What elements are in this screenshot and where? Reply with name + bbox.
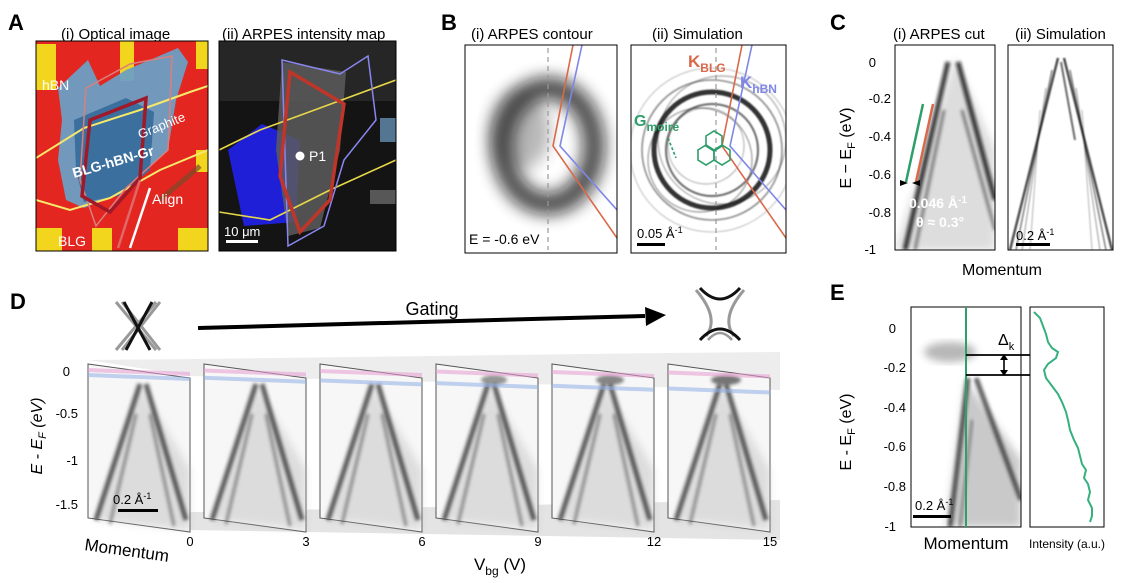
angle-annotation-theta: θ ≈ 0.3°	[916, 214, 964, 230]
panel-e: E E - EF (eV) 0 -0.2 -0.4 -0.6 -0.8 -1 Δ…	[830, 280, 1105, 553]
gating-slab-stack	[87, 363, 771, 533]
panel-b-subtitle-i: (i) ARPES contour	[471, 26, 593, 43]
vbg-tick-label: 9	[534, 534, 541, 549]
svg-text:-0.8: -0.8	[869, 205, 891, 220]
svg-text:-0.5: -0.5	[56, 406, 78, 421]
panel-e-yticks: 0 -0.2 -0.4 -0.6 -0.8 -1	[884, 321, 906, 534]
vbg-axis-label: Vbg (V)	[474, 555, 526, 578]
panel-d: D Gating E - EF (eV) 0 -0.5	[10, 286, 780, 578]
panel-letter-b: B	[441, 10, 457, 35]
gating-slab	[87, 363, 191, 533]
intensity-profile	[1029, 306, 1105, 528]
scale-bar-e	[913, 515, 951, 518]
label-g-moire: Gmoiré	[634, 113, 679, 134]
svg-text:-0.8: -0.8	[884, 479, 906, 494]
svg-text:-1.5: -1.5	[56, 497, 78, 512]
gating-arrow	[197, 314, 646, 330]
label-k-blg: KBLG	[688, 52, 726, 75]
scale-bar-d	[118, 509, 158, 512]
arpes-intensity-map	[219, 41, 396, 251]
label-p1: P1	[309, 148, 326, 164]
panel-c-xlabel: Momentum	[962, 262, 1042, 279]
gating-arrow-head	[645, 307, 666, 326]
svg-text:0: 0	[889, 321, 896, 336]
gating-label: Gating	[405, 299, 458, 319]
panel-c: C (i) ARPES cut (ii) Simulation E − EF (…	[830, 10, 1114, 279]
panel-b-subtitle-ii: (ii) Simulation	[652, 26, 743, 43]
arpes-map-frame	[218, 40, 397, 252]
svg-text:-0.4: -0.4	[884, 400, 906, 415]
label-blg: BLG	[58, 233, 86, 249]
svg-text:-0.6: -0.6	[884, 439, 906, 454]
vbg-tick-label: 0	[186, 534, 193, 549]
arpes-contour-image	[465, 45, 617, 253]
panel-a-subtitle-i: (i) Optical image	[61, 26, 170, 43]
svg-text:-0.6: -0.6	[869, 167, 891, 182]
scale-bar-e-label: 0.2 Å-1	[915, 497, 953, 513]
panel-d-ylabel: E - EF (eV)	[29, 398, 49, 475]
panel-e-xlabel: Momentum	[923, 534, 1008, 553]
panel-letter-c: C	[830, 10, 846, 35]
panel-c-yticks: 0 -0.2 -0.4 -0.6 -0.8 -1	[864, 55, 891, 257]
panel-c-subtitle-i: (i) ARPES cut	[893, 26, 986, 43]
scale-bar-c	[1016, 243, 1050, 246]
arpes-cut-image	[895, 45, 995, 250]
svg-text:-1: -1	[66, 453, 78, 468]
vbg-ticks: 0 3 6 9 12 15	[186, 534, 777, 549]
panel-letter-d: D	[10, 289, 26, 314]
gating-slab	[203, 363, 307, 533]
gating-slab	[435, 363, 539, 533]
panel-c-subtitle-ii: (ii) Simulation	[1015, 26, 1106, 43]
gapped-cone-icon	[694, 286, 746, 342]
svg-text:-1: -1	[884, 519, 896, 534]
angle-annotation-k: 0.046 Å-1	[909, 195, 967, 211]
label-align: Align	[152, 191, 183, 207]
panel-c-ylabel: E − EF (eV)	[838, 108, 858, 189]
label-hbn: hBN	[42, 77, 69, 93]
simulation-cut-image	[1008, 45, 1113, 250]
scale-bar-c-label: 0.2 Å-1	[1016, 227, 1054, 243]
delta-k-label: Δk	[998, 332, 1015, 353]
panel-e-ylabel: E - EF (eV)	[838, 394, 858, 471]
svg-text:-0.4: -0.4	[869, 129, 891, 144]
optical-image-frame	[35, 40, 209, 252]
scale-bar-a: 10 μm	[224, 224, 260, 239]
svg-text:-1: -1	[864, 242, 876, 257]
panel-letter-e: E	[830, 280, 845, 305]
vbg-tick-label: 6	[418, 534, 425, 549]
energy-label: E = -0.6 eV	[469, 231, 540, 247]
simulation-contour-image	[631, 45, 786, 253]
panel-b: B (i) ARPES contour (ii) Simulation E = …	[441, 10, 787, 254]
label-k-hbn: KhBN	[740, 73, 777, 96]
panel-a-subtitle-ii: (ii) ARPES intensity map	[222, 26, 385, 43]
svg-text:0: 0	[63, 364, 70, 379]
panel-d-xlabel: Momentum	[83, 535, 170, 566]
svg-text:-0.2: -0.2	[869, 91, 891, 106]
panel-a: A (i) Optical image (ii) ARPES intensity…	[8, 10, 397, 252]
optical-image	[36, 41, 208, 251]
vbg-tick-label: 3	[302, 534, 309, 549]
intensity-label: Intensity (a.u.)	[1029, 537, 1105, 551]
panel-d-yticks: 0 -0.5 -1 -1.5	[56, 364, 78, 512]
gating-slab	[319, 363, 423, 533]
svg-text:-0.2: -0.2	[884, 360, 906, 375]
gating-slab	[667, 363, 771, 533]
gapless-cone-icon	[114, 301, 162, 351]
scale-bar-b	[637, 243, 665, 246]
scale-bar-d-label: 0.2 Å-1	[113, 491, 151, 507]
scale-bar-b-label: 0.05 Å-1	[637, 225, 683, 241]
vbg-tick-label: 12	[647, 534, 661, 549]
gating-slab	[551, 363, 655, 533]
vbg-tick-label: 15	[763, 534, 777, 549]
panel-letter-a: A	[8, 10, 24, 35]
svg-text:0: 0	[869, 55, 876, 70]
